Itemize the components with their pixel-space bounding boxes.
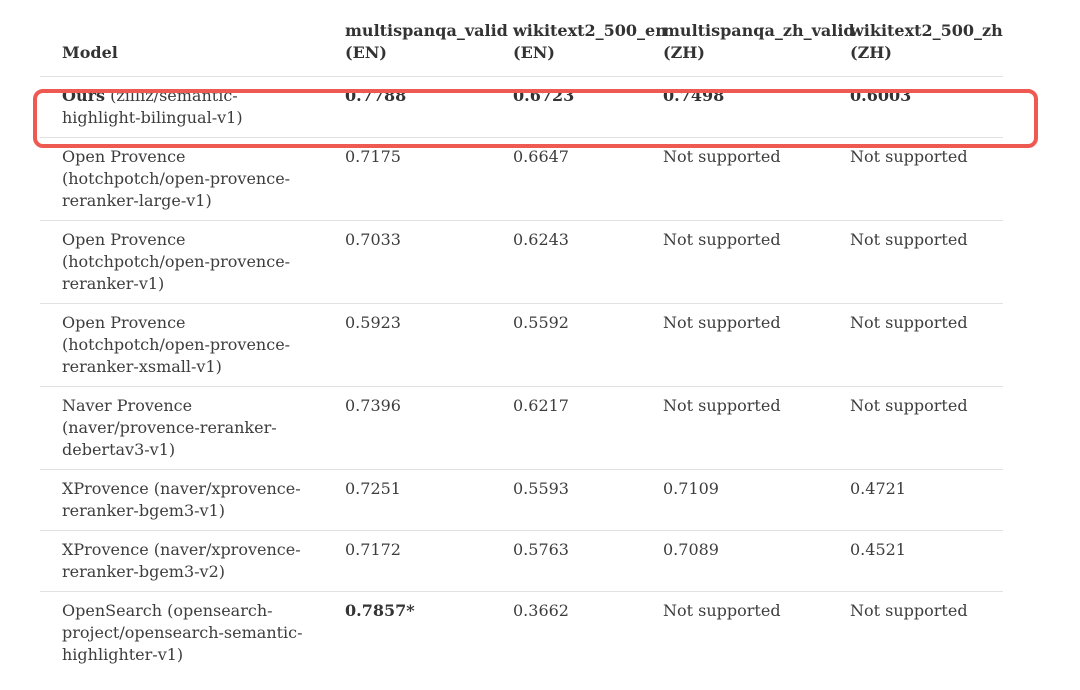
model-cell: Naver Provence (naver/provence-reranker-… xyxy=(40,395,345,461)
model-name: Open Provence xyxy=(62,313,186,332)
score-cell: 0.7109 xyxy=(663,479,719,498)
model-detail: (hotchpotch/open-provence-reranker-xsmal… xyxy=(62,335,291,376)
score-cell: 0.7498 xyxy=(663,86,725,105)
score-cell: 0.7172 xyxy=(345,540,401,559)
score-cell: Not supported xyxy=(663,601,781,620)
score-cell: Not supported xyxy=(663,396,781,415)
table-row: OpenSearch (opensearch-project/opensearc… xyxy=(40,592,1003,674)
score-cell: 0.5593 xyxy=(513,479,569,498)
score-cell: 0.7396 xyxy=(345,396,401,415)
score-cell: 0.4521 xyxy=(850,540,906,559)
table-row: XProvence (naver/xprovence-reranker-bgem… xyxy=(40,531,1003,592)
score-cell: 0.3662 xyxy=(513,601,569,620)
model-cell: OpenSearch (opensearch-project/opensearc… xyxy=(40,600,345,666)
table-header-row: Model multispanqa_valid (EN) wikitext2_5… xyxy=(40,20,1003,77)
model-cell: XProvence (naver/xprovence-reranker-bgem… xyxy=(40,478,345,522)
col-header-label: Model xyxy=(62,43,118,62)
col-header-label: multispanqa_valid xyxy=(345,21,508,40)
results-table: Model multispanqa_valid (EN) wikitext2_5… xyxy=(40,20,1003,674)
model-detail: (naver/xprovence-reranker-bgem3-v2) xyxy=(62,540,301,581)
score-cell: 0.7788 xyxy=(345,86,407,105)
score-cell: 0.7089 xyxy=(663,540,719,559)
model-name: OpenSearch xyxy=(62,601,163,620)
col-header-lang: (EN) xyxy=(345,43,387,62)
score-cell: Not supported xyxy=(850,396,968,415)
col-header-model: Model xyxy=(40,42,345,64)
col-header-wikitext2-500-en: wikitext2_500_en (EN) xyxy=(513,20,667,64)
col-header-lang: (ZH) xyxy=(663,43,705,62)
score-cell: 0.4721 xyxy=(850,479,906,498)
table-row-ours: Ours (zilliz/semantic-highlight-bilingua… xyxy=(40,77,1003,138)
col-header-label: wikitext2_500_en xyxy=(513,21,667,40)
page: Model multispanqa_valid (EN) wikitext2_5… xyxy=(0,20,1080,690)
col-header-wikitext2-500-zh: wikitext2_500_zh (ZH) xyxy=(850,20,1003,64)
table-row: Naver Provence (naver/provence-reranker-… xyxy=(40,387,1003,470)
model-cell: Open Provence (hotchpotch/open-provence-… xyxy=(40,229,345,295)
model-cell: Ours (zilliz/semantic-highlight-bilingua… xyxy=(40,85,345,129)
col-header-lang: (ZH) xyxy=(850,43,892,62)
score-cell: Not supported xyxy=(663,313,781,332)
model-cell: Open Provence (hotchpotch/open-provence-… xyxy=(40,312,345,378)
score-cell: 0.7857* xyxy=(345,601,415,620)
model-name: XProvence xyxy=(62,540,149,559)
score-cell: 0.6217 xyxy=(513,396,569,415)
score-cell: Not supported xyxy=(663,230,781,249)
model-name: Naver Provence xyxy=(62,396,193,415)
col-header-lang: (EN) xyxy=(513,43,555,62)
model-name: XProvence xyxy=(62,479,149,498)
table-row: Open Provence (hotchpotch/open-provence-… xyxy=(40,138,1003,221)
col-header-multispanqa-valid-en: multispanqa_valid (EN) xyxy=(345,20,513,64)
score-cell: 0.6003 xyxy=(850,86,912,105)
score-cell: 0.6243 xyxy=(513,230,569,249)
table-row: Open Provence (hotchpotch/open-provence-… xyxy=(40,221,1003,304)
score-cell: 0.7251 xyxy=(345,479,401,498)
model-detail: (naver/provence-reranker-debertav3-v1) xyxy=(62,418,277,459)
model-detail: (naver/xprovence-reranker-bgem3-v1) xyxy=(62,479,301,520)
score-cell: 0.5763 xyxy=(513,540,569,559)
model-detail: (opensearch-project/opensearch-semantic-… xyxy=(62,601,303,664)
model-name: Open Provence xyxy=(62,230,186,249)
model-name: Ours xyxy=(62,86,106,105)
table-row: XProvence (naver/xprovence-reranker-bgem… xyxy=(40,470,1003,531)
table-row: Open Provence (hotchpotch/open-provence-… xyxy=(40,304,1003,387)
col-header-label: wikitext2_500_zh xyxy=(850,21,1003,40)
score-cell: Not supported xyxy=(850,147,968,166)
score-cell: 0.7033 xyxy=(345,230,401,249)
score-cell: Not supported xyxy=(850,601,968,620)
model-detail: (hotchpotch/open-provence-reranker-v1) xyxy=(62,252,291,293)
model-name: Open Provence xyxy=(62,147,186,166)
score-cell: 0.5923 xyxy=(345,313,401,332)
score-cell: 0.6647 xyxy=(513,147,569,166)
score-cell: 0.6723 xyxy=(513,86,575,105)
score-cell: 0.5592 xyxy=(513,313,569,332)
score-cell: 0.7175 xyxy=(345,147,401,166)
model-cell: XProvence (naver/xprovence-reranker-bgem… xyxy=(40,539,345,583)
model-cell: Open Provence (hotchpotch/open-provence-… xyxy=(40,146,345,212)
col-header-multispanqa-zh-valid: multispanqa_zh_valid (ZH) xyxy=(663,20,855,64)
score-cell: Not supported xyxy=(850,230,968,249)
model-detail: (hotchpotch/open-provence-reranker-large… xyxy=(62,169,291,210)
score-cell: Not supported xyxy=(663,147,781,166)
score-cell: Not supported xyxy=(850,313,968,332)
col-header-label: multispanqa_zh_valid xyxy=(663,21,855,40)
